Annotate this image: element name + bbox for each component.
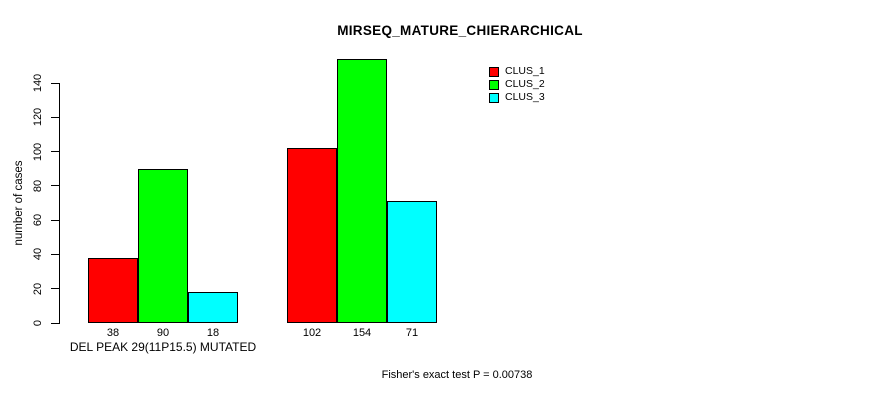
bar-value-label: 18 (206, 327, 220, 339)
y-tick-label: 120 (32, 108, 44, 127)
legend-row: CLUS_1 (489, 65, 545, 78)
fisher-test-caption: Fisher's exact test P = 0.00738 (381, 369, 533, 381)
legend-swatch-clus_3 (489, 92, 499, 103)
y-axis-tick (51, 151, 59, 153)
bar-clus_3-group1 (188, 292, 238, 323)
bar-value-label: 102 (302, 327, 322, 339)
legend-label: CLUS_2 (505, 78, 545, 90)
bar-value-label: 154 (352, 327, 372, 339)
bar-clus_2-group2 (337, 59, 387, 323)
y-axis-tick (51, 185, 59, 187)
y-tick-label: 20 (32, 282, 44, 295)
bar-clus_1-group1 (88, 257, 138, 323)
y-axis-tick (51, 82, 59, 84)
x-group-label: DEL PEAK 29(11P15.5) MUTATED (69, 340, 257, 354)
y-axis-tick (51, 116, 59, 118)
bar-value-label: 38 (106, 327, 120, 339)
y-axis-tick (51, 253, 59, 255)
y-axis-tick (51, 288, 59, 290)
y-tick-label: 0 (32, 319, 44, 327)
chart-title: MIRSEQ_MATURE_CHIERARCHICAL (337, 23, 583, 38)
y-axis-label: number of cases (13, 160, 25, 246)
y-tick-label: 60 (32, 214, 44, 227)
bar-clus_1-group2 (287, 148, 337, 323)
legend-label: CLUS_1 (505, 65, 545, 77)
y-axis-tick (51, 322, 59, 324)
legend-label: CLUS_3 (505, 91, 545, 103)
legend: CLUS_1 CLUS_2 CLUS_3 (489, 65, 545, 104)
legend-row: CLUS_3 (489, 91, 545, 104)
y-tick-label: 100 (32, 142, 44, 161)
bar-value-label: 90 (156, 327, 170, 339)
legend-swatch-clus_2 (489, 79, 499, 90)
bar-value-label: 71 (405, 327, 419, 339)
y-axis (59, 83, 60, 324)
y-tick-label: 40 (32, 248, 44, 261)
bar-clus_2-group1 (138, 168, 188, 323)
legend-swatch-clus_1 (489, 66, 499, 77)
bar-clus_3-group2 (387, 201, 437, 323)
legend-row: CLUS_2 (489, 78, 545, 91)
y-tick-label: 80 (32, 179, 44, 192)
y-tick-label: 140 (32, 73, 44, 93)
y-axis-tick (51, 219, 59, 221)
